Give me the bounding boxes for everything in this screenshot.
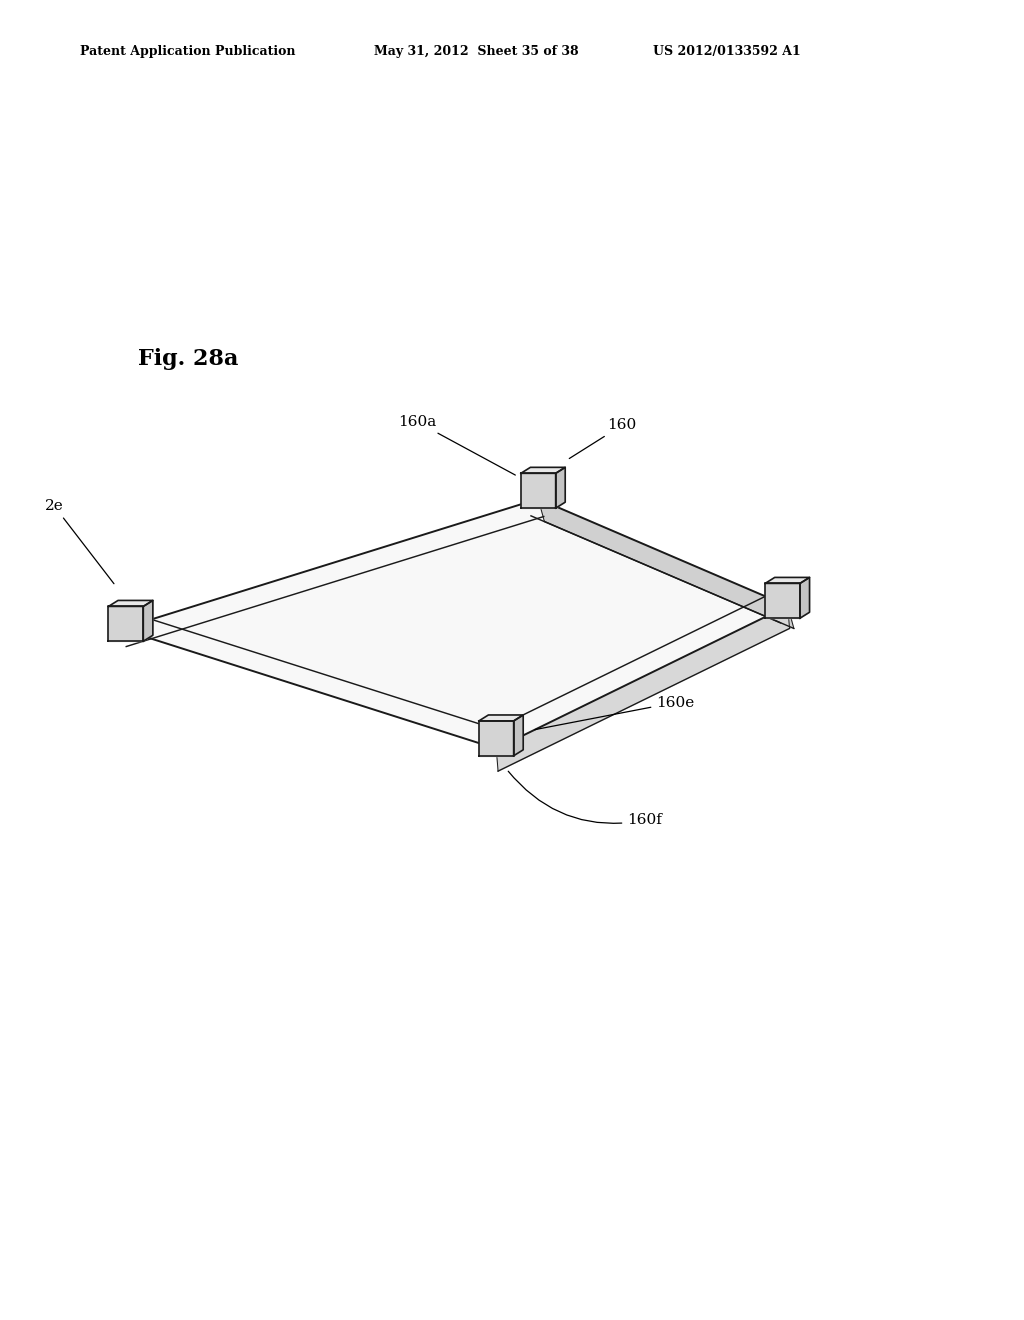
Polygon shape — [121, 499, 787, 748]
Polygon shape — [765, 583, 800, 618]
Polygon shape — [800, 577, 810, 618]
Polygon shape — [521, 467, 565, 474]
Polygon shape — [556, 467, 565, 508]
Text: May 31, 2012  Sheet 35 of 38: May 31, 2012 Sheet 35 of 38 — [374, 45, 579, 58]
Polygon shape — [497, 606, 790, 771]
Polygon shape — [539, 499, 794, 628]
Text: Patent Application Publication: Patent Application Publication — [80, 45, 295, 58]
Polygon shape — [143, 601, 153, 642]
Text: 2e: 2e — [45, 499, 114, 583]
Polygon shape — [514, 715, 523, 756]
Polygon shape — [765, 577, 810, 583]
Text: 160a: 160a — [398, 414, 515, 475]
Text: US 2012/0133592 A1: US 2012/0133592 A1 — [653, 45, 801, 58]
Text: 160e: 160e — [535, 696, 694, 730]
Text: 160f: 160f — [508, 771, 663, 828]
Polygon shape — [521, 474, 556, 508]
Polygon shape — [109, 601, 153, 606]
Text: Fig. 28a: Fig. 28a — [138, 348, 239, 370]
Text: 160: 160 — [569, 418, 637, 458]
Polygon shape — [109, 606, 143, 642]
Polygon shape — [479, 721, 514, 756]
Polygon shape — [479, 715, 523, 721]
